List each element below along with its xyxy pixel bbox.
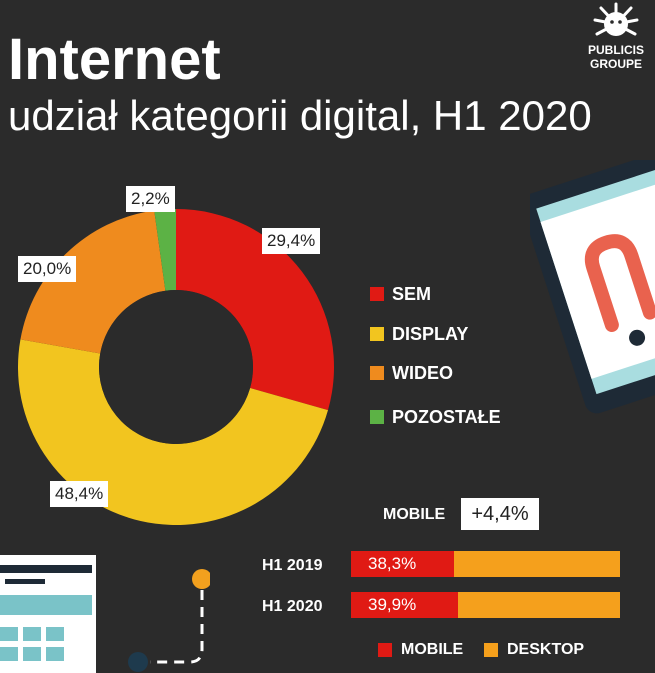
tablet-illustration <box>530 160 655 414</box>
bar-mobile-2019-label: 38,3% <box>368 554 417 573</box>
legend-item-wideo: WIDEO <box>370 362 453 384</box>
donut-label-sem: 29,4% <box>262 228 321 254</box>
page-title: Internet <box>8 27 221 92</box>
donut-slice-display <box>17 339 329 526</box>
donut-slice-sem <box>176 209 334 411</box>
legend-label-pozostale: POZOSTAŁE <box>392 406 501 427</box>
bar-legend-mobile-label: MOBILE <box>401 641 464 658</box>
bar-2019: 38,3% <box>351 551 620 577</box>
bar-2020: 39,9% <box>351 592 620 618</box>
bar-row-label-2019: H1 2019 <box>262 557 323 574</box>
donut-label-display: 48,4% <box>50 481 109 507</box>
mobile-growth-label: MOBILE <box>383 506 446 523</box>
donut-hole <box>99 290 253 444</box>
logo-text-line2: GROUPE <box>589 57 642 71</box>
lion-head-icon <box>593 2 639 36</box>
legend-label-wideo: WIDEO <box>392 362 453 383</box>
legend-label-display: DISPLAY <box>392 323 469 344</box>
legend-swatch-pozostale <box>370 410 384 424</box>
page-subtitle: udział kategorii digital, H1 2020 <box>8 92 592 139</box>
logo-text-line1: PUBLICIS <box>587 43 644 57</box>
bar-legend-desktop: DESKTOP <box>484 640 584 660</box>
bar-row-label-2020: H1 2020 <box>262 598 323 615</box>
legend-swatch-wideo <box>370 366 384 380</box>
website-illustration <box>0 555 210 673</box>
donut-slice-wideo <box>20 210 166 354</box>
donut-label-pozostale: 2,2% <box>126 186 175 212</box>
legend-item-display: DISPLAY <box>370 323 468 345</box>
legend-swatch-display <box>370 327 384 341</box>
mobile-growth-value: +4,4% <box>461 498 539 530</box>
donut-slice-pozostale <box>154 209 176 291</box>
publicis-logo: PUBLICIS GROUPE <box>581 2 651 74</box>
bar-mobile-2020: 39,9% <box>351 592 459 618</box>
legend-swatch-sem <box>370 287 384 301</box>
legend-item-sem: SEM <box>370 283 431 305</box>
legend-label-sem: SEM <box>392 283 432 304</box>
bar-mobile-2020-label: 39,9% <box>368 595 417 614</box>
bar-legend-mobile: MOBILE <box>378 640 463 660</box>
bar-mobile-2019: 38,3% <box>351 551 455 577</box>
bar-legend-mobile-swatch <box>378 643 392 657</box>
legend-item-pozostale: POZOSTAŁE <box>370 406 501 428</box>
donut-label-wideo: 20,0% <box>18 256 77 282</box>
bar-legend-desktop-label: DESKTOP <box>507 641 585 658</box>
bar-legend-desktop-swatch <box>484 643 498 657</box>
